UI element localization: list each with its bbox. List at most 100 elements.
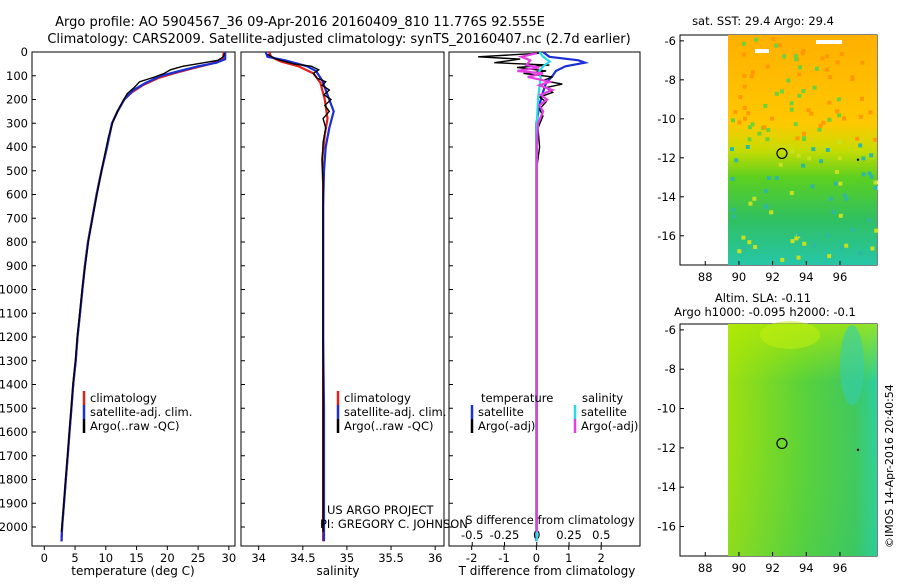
sla-argo-location-marker: [776, 437, 788, 450]
sst-speckle-pixel: [774, 91, 779, 96]
depth-tick-label: 1500: [0, 401, 28, 415]
salinity-x-tick-label: 36: [428, 551, 443, 565]
sst-speckle-pixel: [778, 162, 783, 167]
sst-speckle-pixel: [750, 122, 755, 127]
depth-tick-label: 300: [6, 116, 28, 130]
sst-speckle-pixel: [789, 101, 794, 106]
sst-map-title: sat. SST: 29.4 Argo: 29.4: [692, 14, 834, 28]
map-x-tick-label: 94: [799, 561, 814, 575]
sst-speckle-pixel: [730, 177, 735, 181]
sst-speckle-pixel: [839, 52, 844, 57]
map-y-tick-label: -10: [657, 112, 676, 126]
sst-speckle-pixel: [801, 48, 806, 53]
sst-speckle-pixel: [790, 239, 795, 244]
sst-speckle-pixel: [738, 95, 743, 99]
difference-series-t-argo-adj-: [478, 52, 563, 532]
s-difference-x-tick-label: -0.5: [461, 528, 483, 542]
sst-speckle-pixel: [806, 108, 811, 113]
map-y-tick-label: -10: [657, 402, 676, 416]
temperature-x-tick-label: 25: [191, 551, 206, 565]
sst-speckle-pixel: [827, 100, 832, 105]
sst-speckle-pixel: [842, 116, 847, 121]
depth-tick-label: 2000: [0, 520, 28, 534]
sst-speckle-pixel: [861, 172, 866, 177]
sst-speckle-pixel: [742, 73, 747, 78]
sst-speckle-pixel: [858, 251, 863, 256]
sst-speckle-pixel: [752, 196, 757, 201]
sst-speckle-pixel: [837, 140, 842, 145]
sst-speckle-pixel: [797, 93, 802, 98]
depth-tick-label: 1600: [0, 425, 28, 439]
sst-speckle-pixel: [790, 149, 795, 154]
t-difference-axis-label: T difference from climatology: [458, 564, 636, 578]
sst-speckle-pixel: [763, 204, 768, 209]
sst-speckle-pixel: [827, 254, 832, 259]
sst-speckle-pixel: [731, 207, 736, 212]
sst-speckle-pixel: [817, 127, 822, 132]
figure-title-line2: Climatology: CARS2009. Satellite-adjuste…: [47, 32, 630, 47]
sst-speckle-pixel: [741, 235, 746, 240]
sst-speckle-pixel: [818, 123, 823, 128]
map-x-tick-label: 90: [732, 561, 747, 575]
legend-label-climatology: climatology: [90, 391, 157, 405]
sst-speckle-pixel: [819, 159, 824, 164]
sst-speckle-pixel: [867, 218, 872, 223]
sst-speckle-pixel: [802, 131, 806, 136]
sst-speckle-pixel: [850, 227, 855, 232]
depth-tick-label: 1900: [0, 496, 28, 510]
map-x-tick-label: 88: [698, 270, 713, 284]
depth-tick-label: 500: [6, 164, 28, 178]
sst-speckle-pixel: [747, 137, 752, 142]
sst-speckle-pixel: [765, 64, 770, 69]
t-difference-x-tick-label: 1: [565, 551, 572, 565]
sst-speckle-pixel: [796, 153, 801, 158]
depth-tick-label: 1400: [0, 378, 28, 392]
sst-speckle-pixel: [835, 109, 840, 114]
map-island-dot: [856, 158, 860, 161]
sst-speckle-pixel: [861, 156, 866, 161]
temperature-series-climatology: [60, 52, 225, 542]
legend-title-temperature: temperature: [481, 391, 553, 405]
sst-speckle-pixel: [873, 180, 878, 185]
map-x-tick-label: 92: [765, 270, 780, 284]
sst-speckle-pixel: [821, 120, 826, 125]
sst-speckle-pixel: [858, 143, 863, 148]
sst-speckle-pixel: [763, 103, 768, 108]
legend-label-argo: Argo(..raw -QC): [90, 419, 180, 433]
sst-speckle-pixel: [837, 113, 842, 118]
sst-speckle-pixel: [749, 74, 754, 79]
sst-speckle-pixel: [734, 158, 739, 163]
depth-tick-label: 700: [6, 211, 28, 225]
sla-feature-east: [840, 325, 864, 405]
depth-tick-label: 200: [6, 93, 28, 107]
sst-speckle-pixel: [869, 174, 874, 179]
sst-speckle-pixel: [741, 246, 746, 251]
legend-label-s-satellite: satellite: [581, 405, 627, 419]
sst-speckle-pixel: [855, 136, 860, 141]
sst-speckle-pixel: [809, 111, 814, 116]
temperature-series-argo: [60, 52, 226, 532]
legend-label-satellite-adj: satellite-adj. clim.: [344, 405, 446, 419]
s-difference-x-tick-label: -0.25: [490, 528, 520, 542]
sst-speckle-pixel: [789, 107, 794, 112]
s-difference-axis-label: S difference from climatology: [465, 513, 635, 527]
sst-speckle-pixel: [858, 114, 863, 119]
sst-speckle-pixel: [774, 43, 779, 48]
salinity-series-argo: [267, 53, 333, 532]
legend-label-t-argo: Argo(-adj): [478, 419, 535, 433]
sst-speckle-pixel: [807, 156, 812, 161]
salinity-series-climatology: [268, 52, 329, 542]
sst-speckle-pixel: [730, 147, 734, 152]
sst-speckle-pixel: [802, 137, 807, 142]
depth-tick-label: 1700: [0, 449, 28, 463]
sst-map-axes: 88 90 92 94 96 -6 -8 -10 -12 -14 -16: [657, 34, 860, 284]
temperature-x-tick-label: 15: [129, 551, 144, 565]
depth-tick-label: 1200: [0, 330, 28, 344]
sst-speckle-pixel: [838, 213, 843, 218]
sst-speckle-pixel: [746, 111, 751, 116]
sst-speckle-pixel: [794, 57, 798, 62]
temperature-series-group: [60, 52, 227, 542]
sst-speckle-pixel: [742, 106, 747, 110]
t-difference-x-tick-label: 0: [533, 551, 540, 565]
sst-speckle-pixel: [839, 245, 844, 250]
